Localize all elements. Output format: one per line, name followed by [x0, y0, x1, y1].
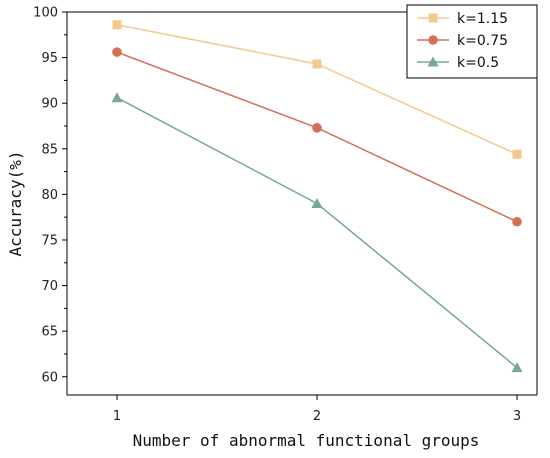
- data-point: [112, 20, 122, 30]
- y-tick-label: 60: [41, 370, 58, 385]
- legend-label: k=1.15: [457, 11, 508, 27]
- x-tick-label: 1: [113, 409, 121, 424]
- series-3: [111, 92, 523, 373]
- legend-label: k=0.5: [457, 55, 499, 71]
- data-point: [511, 362, 523, 373]
- series-2: [112, 47, 522, 227]
- data-point: [512, 149, 522, 159]
- y-tick-label: 100: [33, 6, 58, 21]
- y-tick-label: 95: [41, 51, 58, 66]
- legend-marker: [428, 13, 438, 23]
- x-tick-label: 3: [513, 409, 521, 424]
- y-tick-label: 90: [41, 97, 58, 112]
- x-axis-title: Number of abnormal functional groups: [133, 431, 480, 450]
- legend-item: k=0.5: [417, 55, 499, 71]
- y-tick-label: 85: [41, 142, 58, 157]
- data-point: [112, 47, 122, 57]
- y-axis-title: Accuracy(%): [6, 151, 25, 257]
- series-1: [112, 20, 522, 159]
- legend-item: k=1.15: [417, 11, 508, 27]
- legend-marker: [427, 56, 439, 67]
- data-point: [512, 216, 522, 227]
- series-layer: [111, 20, 523, 373]
- x-tick-label: 2: [313, 409, 321, 424]
- data-point: [111, 92, 123, 103]
- legend: k=1.15 k=0.75 k=0.5: [406, 4, 538, 79]
- data-point: [312, 59, 322, 69]
- y-tick-label: 80: [41, 188, 58, 203]
- plot-axes: 60 65 70 75 80 85 90 95 100 1 2 3: [33, 6, 538, 424]
- y-tick-label: 70: [41, 279, 58, 294]
- series-line: [116, 97, 518, 369]
- data-point: [311, 198, 323, 208]
- y-tick-label: 65: [41, 325, 58, 340]
- legend-item: k=0.75: [417, 33, 508, 49]
- data-point: [312, 123, 322, 133]
- legend-label: k=0.75: [457, 33, 508, 49]
- y-tick-label: 75: [41, 233, 58, 248]
- legend-marker: [428, 35, 438, 45]
